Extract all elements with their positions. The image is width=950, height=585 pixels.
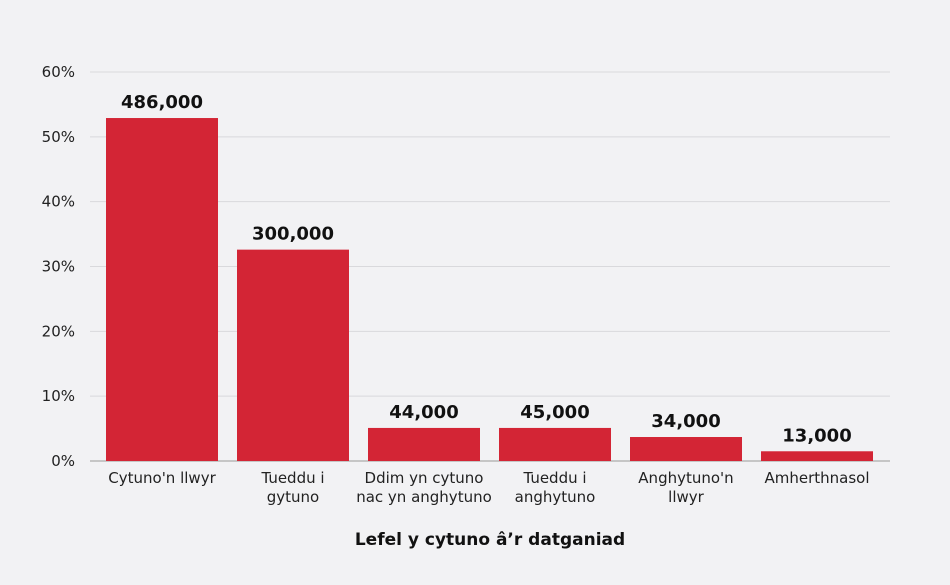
y-tick-label: 40% [42, 193, 75, 211]
data-label: 486,000 [121, 92, 203, 113]
y-tick-label: 0% [51, 452, 75, 470]
y-tick-label: 20% [42, 322, 75, 340]
bar [761, 451, 873, 461]
bar [368, 427, 480, 461]
data-label: 45,000 [520, 402, 589, 423]
x-axis-title: Lefel y cytuno â’r datganiad [355, 530, 625, 550]
category-label: Cytuno'n llwyr [108, 469, 216, 487]
data-label: 44,000 [389, 402, 458, 423]
y-tick-label: 10% [42, 387, 75, 405]
y-tick-label: 50% [42, 128, 75, 146]
data-label: 13,000 [782, 425, 851, 446]
bar [630, 437, 742, 461]
y-tick-label: 60% [42, 63, 75, 81]
category-label: Anghytuno'n llwyr [638, 469, 733, 506]
category-label: Tueddu i gytuno [260, 469, 324, 506]
data-label: 300,000 [252, 224, 334, 245]
bar [237, 249, 349, 461]
category-label: Amherthnasol [764, 469, 869, 487]
category-label: Ddim yn cytuno nac yn anghytuno [356, 469, 492, 506]
category-label: Tueddu i anghytuno [515, 469, 596, 506]
data-label: 34,000 [651, 411, 720, 432]
y-tick-label: 30% [42, 258, 75, 276]
bar [499, 427, 611, 461]
bar [106, 118, 218, 461]
